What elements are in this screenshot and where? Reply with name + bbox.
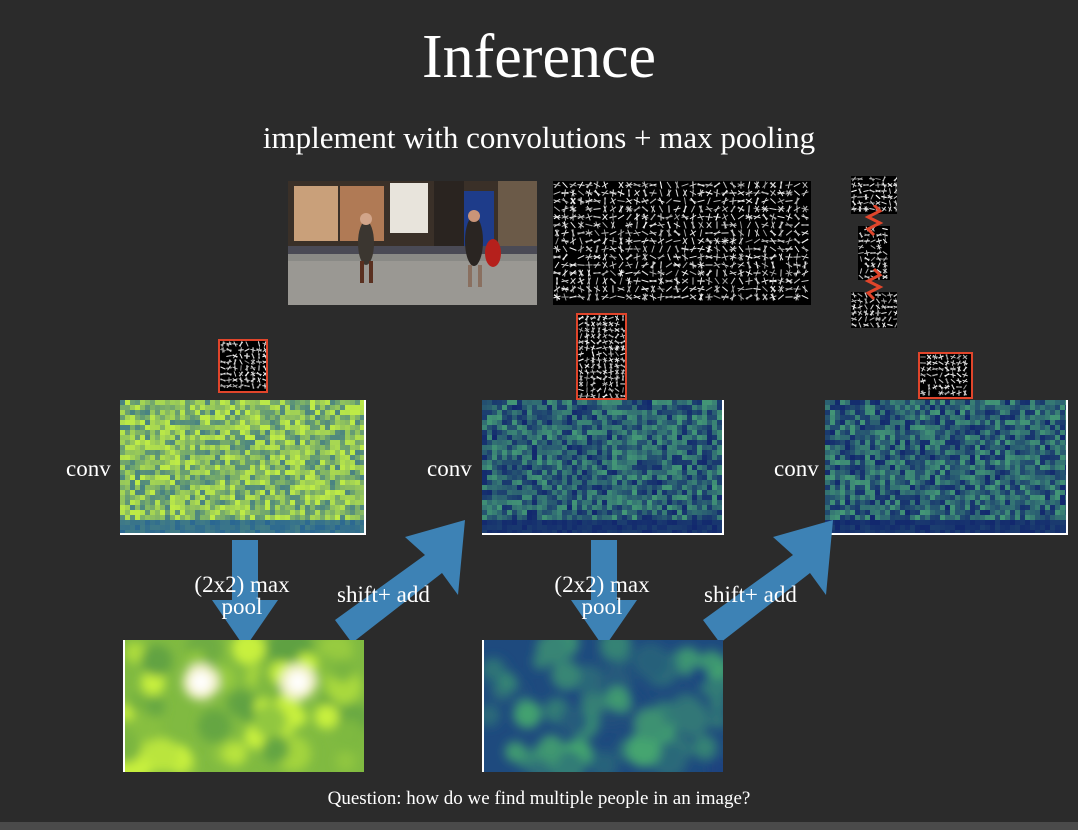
arrow-down-icon: [212, 540, 278, 648]
slide-subtitle: implement with convolutions + max poolin…: [262, 120, 816, 155]
shift-add-label-1: shift+ add: [337, 582, 430, 607]
conv-label-3: conv: [774, 456, 819, 481]
hog-feature-image: [553, 181, 811, 305]
conv-response-map-3: [825, 400, 1068, 535]
head-filter-box: [218, 339, 268, 393]
body-filter-box: [576, 313, 627, 400]
spring-connector-icon: [864, 205, 884, 301]
pooled-map-1: [123, 640, 364, 772]
street-photo: [288, 181, 537, 305]
conv-label-2: conv: [427, 456, 472, 481]
legs-filter-box: [918, 352, 973, 399]
slide-title: Inference: [421, 23, 656, 91]
conv-label-1: conv: [66, 456, 111, 481]
question-text: Question: how do we find multiple people…: [327, 788, 751, 809]
conv-response-map-1: [120, 400, 366, 535]
pooled-map-2: [482, 640, 723, 772]
footer-bar: [0, 822, 1078, 830]
arrow-down-icon: [571, 540, 637, 648]
conv-response-map-2: [482, 400, 724, 535]
arrow-diagonal-icon: [703, 520, 833, 643]
pool-label-1: (2x2) max pool: [194, 572, 290, 619]
arrow-diagonal-icon: [335, 520, 465, 643]
shift-add-label-2: shift+ add: [704, 582, 797, 607]
part-filter-head: [851, 176, 899, 214]
pool-label-2: (2x2) max pool: [554, 572, 650, 619]
part-filter-legs: [851, 292, 899, 328]
